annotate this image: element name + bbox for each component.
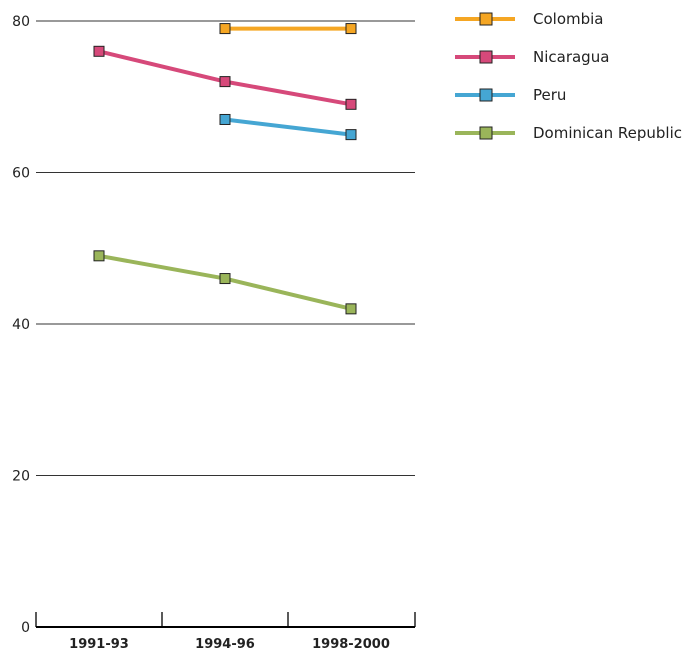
y-tick-label: 60 (12, 166, 30, 182)
legend-swatch-marker (479, 50, 493, 64)
series-line (224, 117, 352, 137)
y-axis-tick-labels: 0 20 40 60 80 (12, 14, 30, 636)
x-category-label: 1994-96 (195, 637, 255, 652)
legend-label: Peru (533, 86, 566, 104)
data-point-marker (219, 273, 231, 285)
legend: Colombia Nicaragua Peru Dominican Republic (455, 10, 682, 142)
series-lines (93, 23, 357, 315)
grid-lines (36, 20, 415, 476)
data-point-marker (93, 250, 105, 262)
x-axis: 1991-93 1994-96 1998-2000 (35, 612, 416, 652)
y-tick-label: 80 (12, 14, 30, 30)
data-point-marker (345, 98, 357, 110)
x-category-label: 1998-2000 (312, 637, 390, 652)
y-tick-label: 20 (12, 469, 30, 485)
data-point-marker (345, 23, 357, 35)
data-point-marker (219, 113, 231, 125)
legend-label: Nicaragua (533, 48, 609, 66)
legend-swatch-marker (479, 126, 493, 140)
legend-label: Colombia (533, 10, 604, 28)
data-point-marker (345, 129, 357, 141)
legend-swatch-marker (479, 12, 493, 26)
data-point-marker (345, 303, 357, 315)
legend-swatch-marker (479, 88, 493, 102)
y-tick-label: 40 (12, 317, 30, 333)
y-tick-label: 0 (21, 620, 30, 636)
data-point-marker (219, 76, 231, 88)
x-category-label: 1991-93 (69, 637, 129, 652)
data-point-marker (219, 23, 231, 35)
data-point-marker (93, 45, 105, 57)
legend-label: Dominican Republic (533, 124, 682, 142)
